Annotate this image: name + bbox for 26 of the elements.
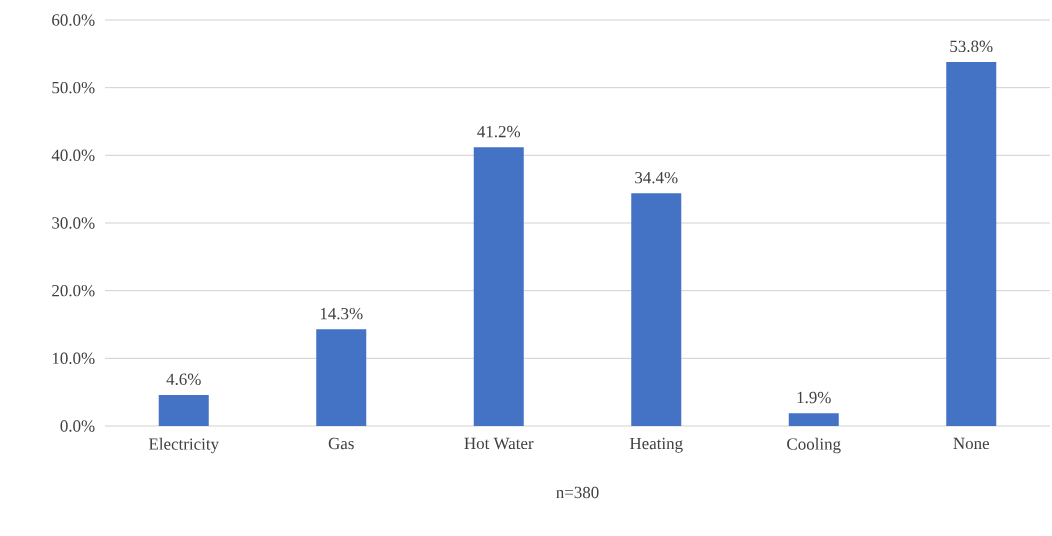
y-tick-label: 60.0% [52, 14, 95, 26]
data-label: 53.8% [950, 40, 993, 53]
x-tick-label: Hot Water [464, 437, 534, 450]
y-tick-label: 0.0% [60, 420, 95, 432]
y-tick-label: 20.0% [52, 284, 95, 297]
y-tick-label: 50.0% [52, 81, 95, 94]
x-tick-label: Cooling [787, 437, 841, 454]
y-tick-label: 30.0% [52, 217, 95, 229]
bar [631, 193, 682, 426]
x-tick-label: Electricity [148, 437, 219, 454]
x-axis-title: n=380 [556, 486, 599, 499]
data-label: 41.2% [477, 125, 521, 138]
x-tick-label: Gas [328, 437, 354, 450]
x-tick-label: Heating [629, 437, 683, 453]
bar [473, 147, 524, 426]
bar [158, 394, 209, 426]
data-label: 34.4% [635, 171, 678, 184]
data-label: 14.3% [320, 307, 363, 320]
y-tick-label: 40.0% [51, 149, 95, 162]
data-label: 1.9% [797, 391, 831, 404]
bar [946, 61, 997, 426]
x-tick-label: None [953, 437, 990, 450]
bar [788, 413, 839, 426]
data-label: 4.6% [166, 373, 201, 386]
bar [316, 329, 367, 426]
y-tick-label: 10.0% [52, 352, 95, 365]
